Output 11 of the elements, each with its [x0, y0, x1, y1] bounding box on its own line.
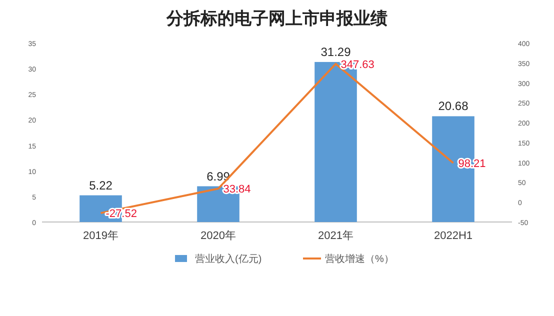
- x-tick-label: 2021年: [318, 230, 354, 242]
- x-tick-label: 2020年: [200, 230, 236, 242]
- x-tick-label: 2019年: [83, 230, 118, 242]
- data-label: 31.29: [320, 44, 352, 59]
- chart-title: 分拆标的电子网上市申报业绩: [166, 9, 388, 28]
- x-tick-label: 2022H1: [434, 230, 473, 242]
- data-label: 5.22: [89, 178, 113, 192]
- data-label: -27.52: [106, 208, 137, 220]
- data-label: 20.68: [438, 99, 469, 114]
- legend-label: 营业收入(亿元): [195, 253, 262, 265]
- legend-label: 营收增速（%）: [325, 253, 394, 265]
